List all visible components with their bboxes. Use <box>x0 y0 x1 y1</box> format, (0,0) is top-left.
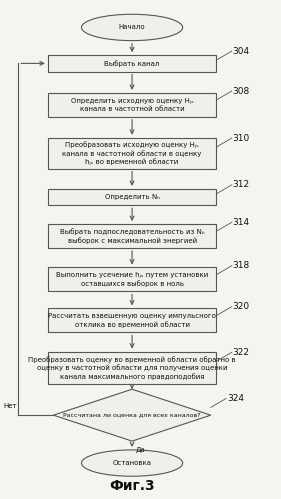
Text: 308: 308 <box>233 86 250 95</box>
Text: Выполнить усечение hⱼₛ путем установки
оставшихся выборок в ноль: Выполнить усечение hⱼₛ путем установки о… <box>56 272 208 287</box>
FancyBboxPatch shape <box>48 308 216 332</box>
Ellipse shape <box>81 14 183 40</box>
FancyBboxPatch shape <box>48 189 216 206</box>
Text: Начало: Начало <box>119 24 145 30</box>
Text: 322: 322 <box>233 348 250 357</box>
Ellipse shape <box>81 450 183 476</box>
Text: Да: Да <box>136 447 145 453</box>
Text: Фиг.3: Фиг.3 <box>109 479 155 493</box>
Text: 304: 304 <box>233 46 250 55</box>
FancyBboxPatch shape <box>48 138 216 169</box>
FancyBboxPatch shape <box>48 267 216 291</box>
Text: Определить Nₕ: Определить Nₕ <box>105 194 160 200</box>
Text: Преобразовать оценку во временной области обратно в
оценку в частотной области д: Преобразовать оценку во временной област… <box>28 356 236 380</box>
FancyBboxPatch shape <box>48 93 216 117</box>
Text: 314: 314 <box>233 218 250 227</box>
Text: Выбрать подпоследовательность из Nₕ
выборок с максимальной энергией: Выбрать подпоследовательность из Nₕ выбо… <box>60 229 205 244</box>
Text: 318: 318 <box>233 261 250 270</box>
Text: Выбрать канал: Выбрать канал <box>104 60 160 67</box>
Text: 324: 324 <box>227 394 244 403</box>
Text: Рассчитана ли оценка для всех каналов?: Рассчитана ли оценка для всех каналов? <box>63 413 201 418</box>
Text: Рассчитать взвешенную оценку импульсного
отклика во временной области: Рассчитать взвешенную оценку импульсного… <box>48 313 216 328</box>
Text: 310: 310 <box>233 134 250 143</box>
Text: Остановка: Остановка <box>113 460 151 466</box>
Text: Определить исходную оценку Hⱼₛ
канала в частотной области: Определить исходную оценку Hⱼₛ канала в … <box>71 98 193 112</box>
FancyBboxPatch shape <box>48 224 216 248</box>
Text: 320: 320 <box>233 302 250 311</box>
Text: Нет: Нет <box>3 403 17 409</box>
FancyBboxPatch shape <box>48 55 216 72</box>
Text: Преобразовать исходную оценку Hⱼₛ
канала в частотной области в оценку
hⱼₛ во вре: Преобразовать исходную оценку Hⱼₛ канала… <box>62 141 202 165</box>
FancyBboxPatch shape <box>48 351 216 384</box>
Polygon shape <box>53 389 211 441</box>
Text: 312: 312 <box>233 180 250 189</box>
